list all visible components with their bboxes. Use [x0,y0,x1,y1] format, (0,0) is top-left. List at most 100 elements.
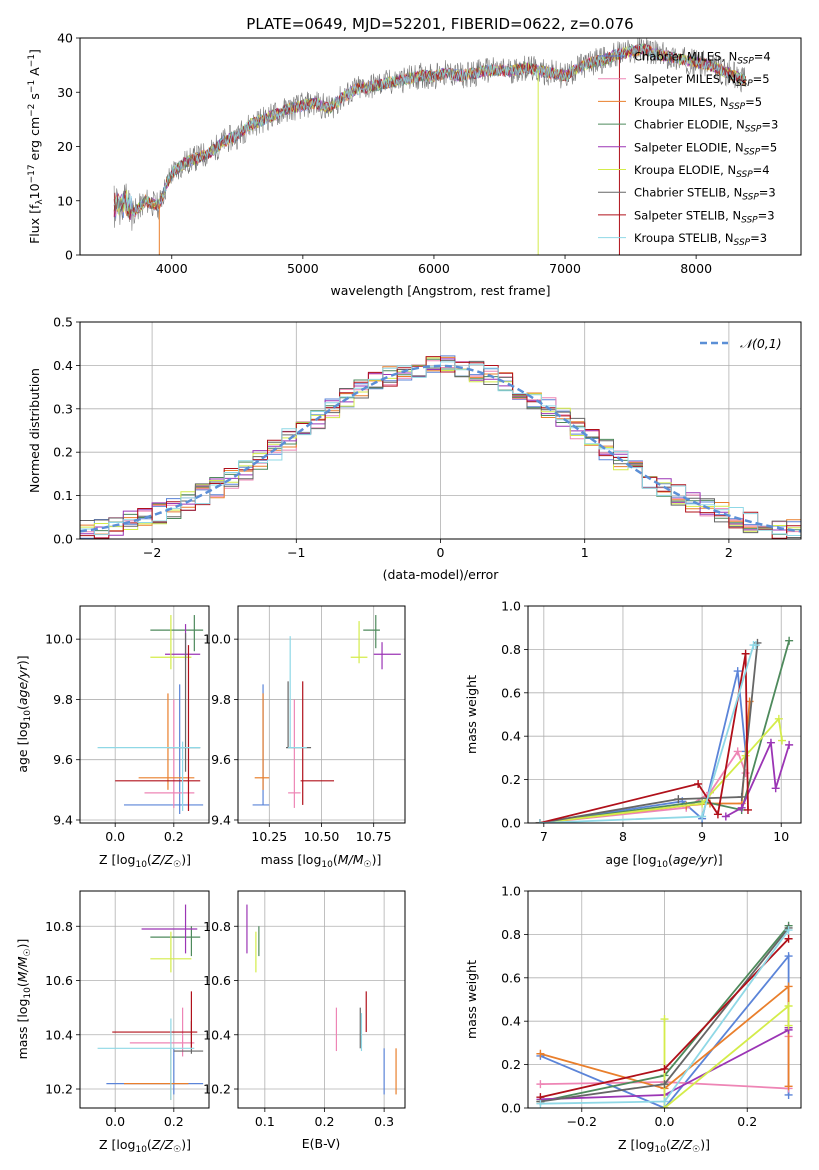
series-marker-kroupa-stelib [784,926,793,935]
series-marker-kroupa-stelib [660,1097,669,1106]
error-bar-salpeter-stelib [115,645,201,811]
x-tick-label: 7 [540,829,548,844]
label-part: =3 [759,186,776,200]
mass-vs-ebv-chart: 0.1 0.2 0.3 10.2 10.4 10.6 10.8 E(B-V) [203,890,406,1151]
y-tick-label: 0.2 [501,772,521,787]
label-part: mass [log [15,999,30,1060]
error-bar-chabrier-elodie [150,926,201,957]
x-tick-label: −1 [287,545,305,560]
legend-entry-salpeter-stelib: Salpeter STELIB, NSSP=3 [634,208,775,225]
model-spectrum-kroupa-stelib [113,43,747,217]
label-part: SSP [736,170,753,180]
figure-title: PLATE=0649, MJD=52201, FIBERID=0622, z=0… [246,15,633,33]
series-marker-salpeter-elodie [766,738,775,747]
x-tick-label: 10.50 [304,829,340,844]
series-marker-chabrier-stelib [660,1080,669,1089]
label-part: Chabrier MILES, N [634,50,737,64]
y-tick-label: 0.1 [53,488,73,503]
axes-frame [237,605,406,824]
legend-entry-chabrier-miles: Chabrier MILES, NSSP=4 [634,50,771,67]
y-tick-label: 10.4 [45,1027,73,1042]
series-line-chabrier-miles [539,670,747,823]
legend-entry-kroupa-stelib: Kroupa STELIB, NSSP=3 [634,231,767,248]
y-tick-label: 0.4 [501,1014,521,1029]
series-marker-kroupa-elodie [774,714,783,723]
series-marker-kroupa-elodie [784,1021,793,1030]
legend-entry-chabrier-elodie: Chabrier ELODIE, NSSP=3 [634,118,778,135]
label-part: )] [700,1137,710,1152]
series-line-chabrier-elodie [539,640,790,823]
series-marker-salpeter-stelib [694,779,703,788]
series-line-kroupa-miles [540,984,790,1090]
axes-frame [79,37,802,256]
series-marker-kroupa-elodie [698,799,707,808]
label-part: age/yr [673,852,714,867]
series-marker-kroupa-stelib [535,819,544,823]
plot-area [252,615,401,808]
y-tick-label: 30 [57,85,73,100]
y-tick-label: 0.3 [53,401,73,416]
legend-entry-salpeter-elodie: Salpeter ELODIE, NSSP=5 [634,140,777,157]
histogram-kroupa-stelib [80,361,801,539]
label-part: ( [15,982,30,987]
y-tick-label: 0.8 [501,927,521,942]
age-vs-z-chart: 0.0 0.29.49.69.810.0Z [log10(Z/Z☉)]age [l… [15,605,210,870]
label-part: 10 [654,1145,666,1155]
plot-area [97,615,204,814]
y-tick-label: 0.0 [53,532,73,547]
y-tick-label: 0.5 [53,315,73,330]
x-tick-label: 1 [581,545,589,560]
axes-frame [79,605,210,824]
x-tick-label: 0.2 [164,829,184,844]
label-part: ☉ [692,1145,700,1155]
series-marker-chabrier-elodie [785,636,794,645]
y-tick-label: 20 [57,139,73,154]
label-part: A [27,67,42,80]
label-part: −1 [27,80,37,93]
y-tick-label: 1.0 [501,884,521,899]
error-bar-chabrier-elodie [363,615,380,649]
label-part: ☉ [173,860,181,870]
label-part: =5 [753,72,770,86]
y-tick-label: 9.6 [53,752,73,767]
x-axis-label: Z [log10(Z/Z☉)] [99,1137,191,1155]
plot-area [536,921,793,1108]
residuals-chart: −2 −1 0 1 2 0.0 0.1 0.2 0.3 0.4 0.5 𝒩(0,1) (data-mod… [27,315,802,582]
x-tick-label: 10 [773,829,789,844]
error-bar-kroupa-miles [254,693,270,790]
label-part: ( [333,852,338,867]
series-marker-salpeter-stelib [741,649,750,658]
x-tick-label: 8000 [680,261,712,276]
y-axis-label: age [log10(age/yr)] [15,655,33,772]
series-marker-kroupa-stelib [536,1099,545,1108]
y-tick-label: 0.6 [501,970,521,985]
y-tick-label: 9.4 [53,812,73,827]
x-tick-label: 0.2 [315,1114,335,1129]
axes-frame [527,605,802,824]
mass-vs-z-chart: 0.0 0.210.210.410.610.8Z [log10(Z/Z☉)]mas… [15,890,210,1155]
label-part: =3 [750,231,767,245]
y-axis-label: mass [log10(M/M☉)] [15,939,33,1060]
label-part: Z/Z [670,1137,693,1152]
legend-entry-kroupa-miles: Kroupa MILES, NSSP=5 [634,95,762,112]
series-line-kroupa-elodie [663,1004,790,1108]
x-tick-label: 0.1 [255,1114,275,1129]
error-bar-salpeter-elodie [141,904,198,954]
y-tick-label: 9.8 [53,692,73,707]
series-marker-salpeter-miles [741,769,750,778]
x-tick-label: 0.3 [374,1114,394,1129]
label-part: )] [15,939,30,949]
label-part: 10 [321,860,333,870]
x-axis-label: age [log10(age/yr)] [605,852,722,870]
plot-area [113,38,747,255]
x-tick-label: 0.2 [737,1114,757,1129]
error-bar-chabrier-miles [252,684,270,806]
y-tick-label: 10 [57,193,73,208]
age-vs-mass-chart: 10.25 10.50 10.75 9.4 9.6 9.8 10.0 mass [log10(… [203,605,406,870]
x-tick-label: 0.0 [105,829,125,844]
x-tick-label: 0.2 [164,1114,184,1129]
label-part: Z [log [618,1137,654,1152]
series-marker-chabrier-stelib [674,795,683,804]
x-axis-label: Z [log10(Z/Z☉)] [99,852,191,870]
